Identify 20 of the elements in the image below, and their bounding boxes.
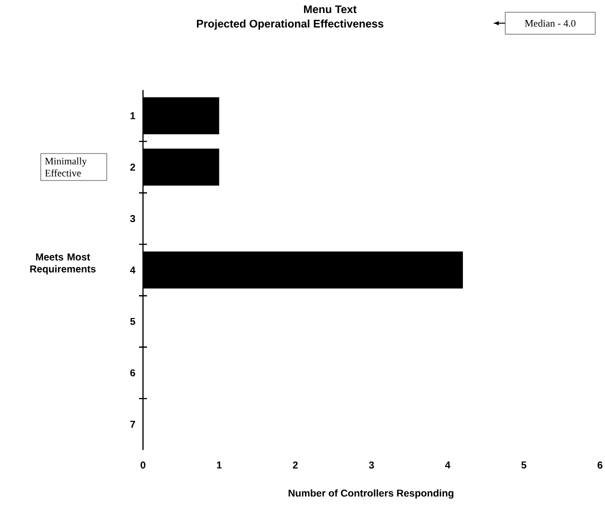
y-tick-label: 1 xyxy=(130,112,136,120)
x-tick-label: 2 xyxy=(292,462,298,468)
y-tick-label: 6 xyxy=(130,369,136,376)
x-tick-label: 5 xyxy=(521,462,526,468)
y-tick-label: 5 xyxy=(130,318,136,325)
y-tick-label: 2 xyxy=(130,164,136,171)
x-tick-label: 1 xyxy=(217,462,222,468)
x-tick-label: 3 xyxy=(368,462,374,469)
x-tick-label: 6 xyxy=(598,462,602,469)
chart-title: Menu Text xyxy=(304,6,357,14)
x-axis-title: Number of Controllers Responding xyxy=(288,489,454,499)
y-tick-label: 3 xyxy=(130,215,136,222)
text: Meets Most Requirements xyxy=(30,254,96,274)
y-tick-label: 4 xyxy=(130,266,136,274)
text: Minimally Effective xyxy=(45,158,87,176)
chart-subtitle: Projected Operational Effectiveness xyxy=(196,20,384,30)
x-tick-label: 4 xyxy=(445,462,450,468)
text: Median - 4.0 xyxy=(524,20,576,27)
x-tick-label: 0 xyxy=(140,462,146,469)
y-tick-label: 7 xyxy=(130,420,136,428)
